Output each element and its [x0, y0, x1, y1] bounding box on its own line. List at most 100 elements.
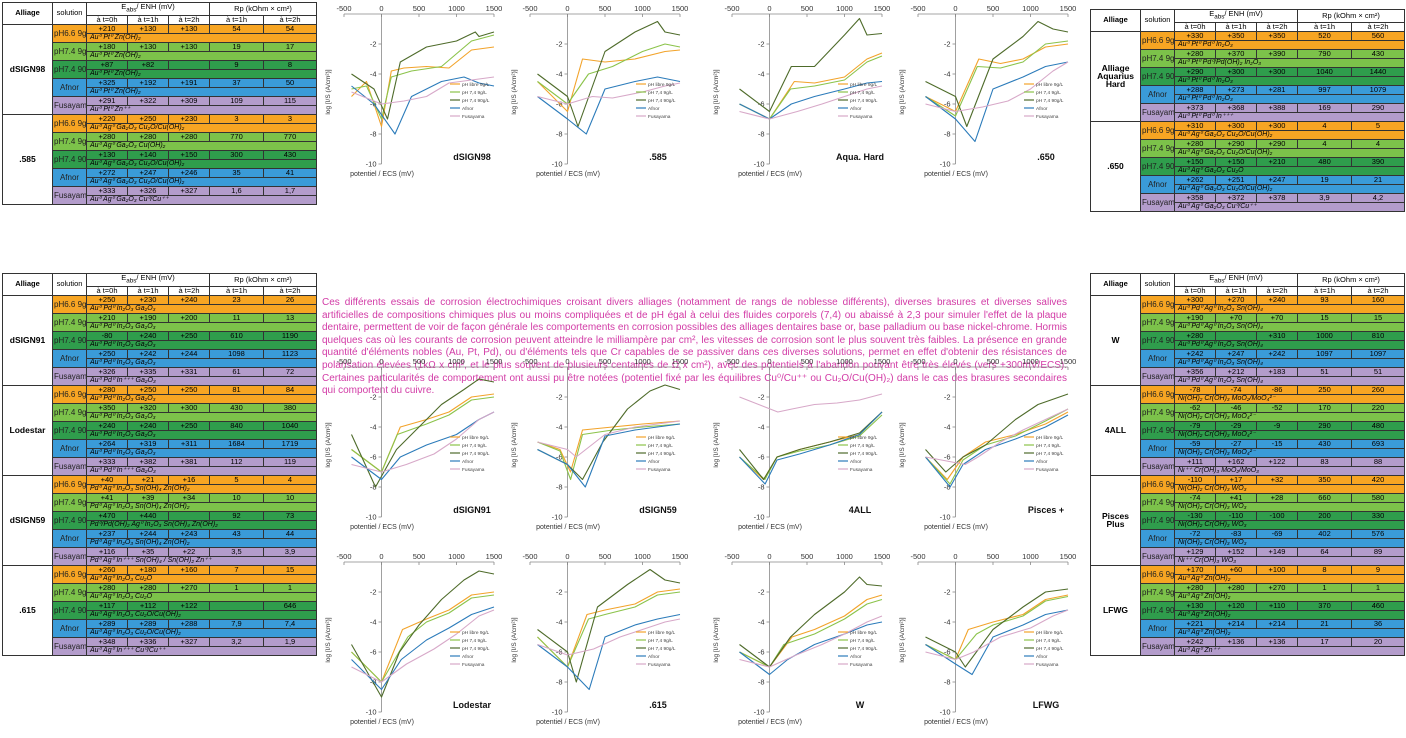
value-cell: 1 — [263, 582, 317, 593]
legend-label: pH 7,4 9g/L — [850, 638, 875, 644]
value-cell: +244 — [168, 348, 210, 359]
solution-cell: pH7.4 90g/L — [52, 600, 87, 620]
value-cell: +221 — [1174, 618, 1216, 629]
value-cell: 370 — [1297, 600, 1352, 611]
value-cell: 430 — [1351, 48, 1405, 59]
x-tick-label: 1000 — [836, 357, 853, 366]
value-cell: +288 — [1174, 84, 1216, 95]
y-tick-label: -8 — [758, 483, 765, 492]
value-cell: -62 — [1174, 402, 1216, 413]
y-tick-label: -8 — [370, 130, 377, 139]
species-cell: Au⁰ Ag⁰ In₂O₃ Cu₂O — [86, 573, 317, 584]
x-tick-label: 500 — [801, 552, 814, 561]
y-tick-label: -8 — [944, 483, 951, 492]
species-cell: Pd⁰ Ag⁰ In₂O₃ Sn(OH)₄ Zn(OH)₂ — [86, 537, 317, 548]
y-tick-label: -2 — [758, 588, 765, 597]
value-cell: 480 — [1351, 420, 1405, 431]
y-axis-label: log [I/S (A/cm²)] — [713, 69, 720, 114]
value-cell: 54 — [209, 23, 264, 34]
y-tick-label: -4 — [758, 423, 765, 432]
y-tick-label: -4 — [758, 70, 765, 79]
x-tick-label: 1000 — [448, 552, 465, 561]
solution-cell: pH7.4 9g/L — [52, 41, 87, 61]
value-cell: +280 — [86, 131, 128, 142]
x-tick-label: 1000 — [634, 552, 651, 561]
value-cell: 36 — [1351, 618, 1405, 629]
polarization-chart: -500 0 500 1000 1500 -2 -4 -6 -8 -10 pH libre 9g/L… — [896, 355, 1076, 535]
x-tick-label: -500 — [336, 552, 351, 561]
table-row: Fusayama+116+35+223,53,9 — [3, 546, 317, 566]
legend-label: pH 7,4 9g/L — [648, 443, 673, 449]
legend-label: pH libre 9g/L — [462, 630, 490, 636]
value-cell: +300 — [1215, 120, 1257, 131]
value-cell: 17 — [1297, 636, 1352, 647]
species-cell: Au⁰ Pt⁰ Zn(OH)₂ — [86, 50, 317, 61]
value-cell: -59 — [1174, 438, 1216, 449]
value-cell: 35 — [209, 167, 264, 178]
value-cell: 430 — [1297, 438, 1352, 449]
solution-cell: pH6.6 9g/L — [52, 23, 87, 43]
y-tick-label: -2 — [556, 40, 563, 49]
x-tick-label: 0 — [379, 357, 383, 366]
header-time: à t=0h — [1174, 285, 1216, 296]
value-cell: +240 — [1256, 294, 1298, 305]
y-tick-label: -10 — [940, 708, 951, 717]
y-axis-label: log [I/S (A/cm²)] — [899, 422, 906, 467]
value-cell: 51 — [1297, 366, 1352, 377]
value-cell: 3 — [263, 113, 317, 124]
value-cell: +289 — [86, 618, 128, 629]
value-cell: +333 — [86, 185, 128, 196]
header-solution: solution — [52, 273, 87, 296]
solution-cell: Afnor — [52, 528, 87, 548]
series-line — [739, 411, 883, 485]
species-cell: Au⁰ Pd⁰ Ag⁰ In₂O₃ Sn(OH)₄ — [1174, 375, 1405, 386]
polarization-chart: -500 0 500 1000 1500 -2 -4 -6 -8 -10 pH libre 9g/L… — [710, 2, 890, 182]
series-line — [537, 618, 681, 656]
value-cell: +280 — [127, 131, 169, 142]
series-line — [925, 393, 1069, 473]
series-line — [351, 31, 495, 120]
chart-svg: -500 0 500 1000 1500 -2 -4 -6 -8 -10 pH libre 9g/L… — [511, 357, 688, 531]
solution-cell: Fusayama — [52, 636, 87, 656]
value-cell: 1123 — [263, 348, 317, 359]
chart-title: .585 — [649, 152, 667, 162]
species-cell: Au⁰ Pd⁰ Ag⁰ In₂O₃ Sn(OH)₄ — [1174, 339, 1405, 350]
value-cell: +112 — [127, 600, 169, 611]
legend-label: Fusayama — [1036, 662, 1059, 668]
value-cell: +388 — [1256, 102, 1298, 113]
solution-cell: pH7.4 90g/L — [1140, 66, 1175, 86]
value-cell: 250 — [1297, 384, 1352, 395]
polarization-chart: -500 0 500 1000 1500 -2 -4 -6 -8 -10 pH libre 9g/L… — [322, 2, 502, 182]
value-cell: +136 — [1256, 636, 1298, 647]
chart-svg: -500 0 500 1000 1500 -2 -4 -6 -8 -10 pH libre 9g/L… — [325, 357, 502, 531]
value-cell: +280 — [86, 384, 128, 395]
y-tick-label: -2 — [944, 588, 951, 597]
value-cell: +325 — [86, 77, 128, 88]
value-cell: 112 — [209, 456, 264, 467]
value-cell: +247 — [1256, 174, 1298, 185]
legend-label: pH 7,4 90g/L — [462, 646, 490, 652]
value-cell: 19 — [1297, 174, 1352, 185]
y-tick-label: -4 — [944, 618, 951, 627]
species-cell: Au⁰ Pd⁰ Ag⁰ In₂O₃ Sn(OH)₄ — [1174, 357, 1405, 368]
legend-label: pH 7,4 9g/L — [1036, 638, 1061, 644]
species-cell: Ni(OH)₂ Cr(OH)₃ WO₃ — [1174, 483, 1405, 494]
value-cell: 430 — [263, 149, 317, 160]
legend-label: Afnor — [1036, 654, 1048, 660]
x-tick-label: 500 — [599, 4, 612, 13]
value-cell: 3,9 — [1297, 192, 1352, 203]
value-cell: +237 — [86, 528, 128, 539]
legend-label: pH 7,4 90g/L — [850, 451, 878, 457]
y-tick-label: -6 — [944, 453, 951, 462]
value-cell: 4 — [263, 474, 317, 485]
chart-title: .650 — [1037, 152, 1055, 162]
value-cell: 15 — [1351, 312, 1405, 323]
series-line — [925, 609, 1069, 676]
solution-cell: pH6.6 9g/L — [1140, 294, 1175, 314]
legend-label: pH libre 9g/L — [850, 435, 878, 441]
header-time: à t=2h — [263, 14, 317, 25]
